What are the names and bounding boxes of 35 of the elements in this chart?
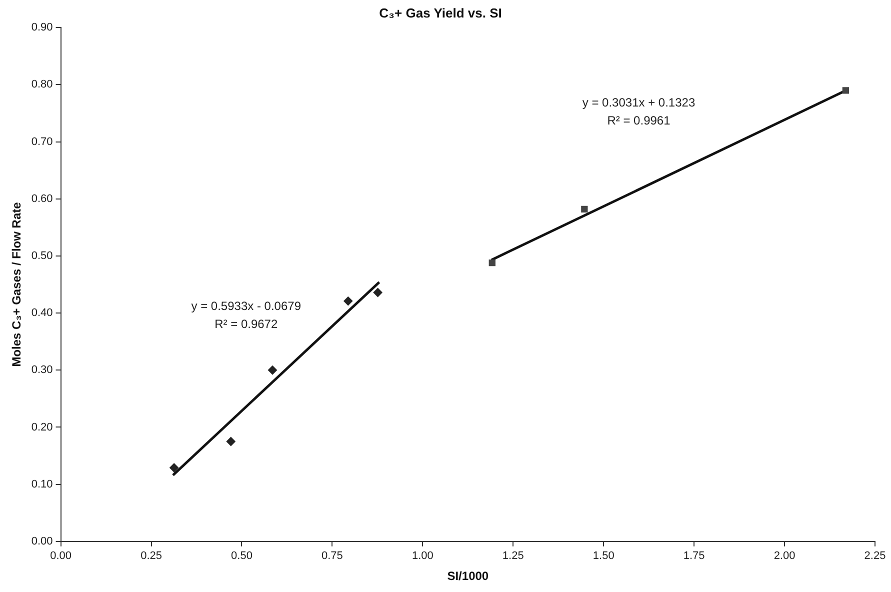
y-tick-label: 0.00 xyxy=(31,535,53,548)
point xyxy=(488,259,496,266)
x-tick-label: 0.50 xyxy=(231,550,252,562)
point xyxy=(226,436,236,446)
point xyxy=(344,296,353,306)
annotation: y = 0.3031x + 0.1323 xyxy=(582,95,696,110)
x-tick-label: 1.50 xyxy=(592,550,614,562)
x-tick-label: 2.00 xyxy=(774,550,796,562)
annotation: R² = 0.9961 xyxy=(607,113,671,128)
y-tick-label: 0.20 xyxy=(31,421,53,434)
point xyxy=(170,463,179,472)
y-axis-title: Moles C₃+ Gases / Flow Rate xyxy=(10,202,24,367)
y-tick-label: 0.60 xyxy=(31,192,53,205)
y-tick-label: 0.50 xyxy=(31,250,53,262)
y-tick-label: 0.40 xyxy=(31,307,53,320)
annotation: R² = 0.9672 xyxy=(214,317,278,332)
x-tick-label: 0.75 xyxy=(321,550,343,562)
x-tick-label: 0.00 xyxy=(50,550,72,562)
y-tick-label: 0.80 xyxy=(31,78,53,91)
annotation: y = 0.5933x - 0.0679 xyxy=(191,299,302,314)
x-tick-label: 2.25 xyxy=(864,550,886,562)
chart-title: C₃+ Gas Yield vs. SI xyxy=(379,5,502,20)
x-tick-label: 1.00 xyxy=(412,550,434,562)
point xyxy=(373,288,382,297)
x-axis-title: SI/1000 xyxy=(447,569,489,584)
x-tick-label: 1.25 xyxy=(502,550,524,562)
x-tick-label: 0.25 xyxy=(140,550,162,562)
x-tick-label: 1.75 xyxy=(683,550,705,562)
y-tick-label: 0.90 xyxy=(31,22,53,34)
point xyxy=(842,87,850,94)
y-tick-label: 0.10 xyxy=(31,478,53,490)
y-tick-label: 0.30 xyxy=(31,364,53,376)
point xyxy=(268,366,277,375)
point xyxy=(581,206,588,212)
y-tick-label: 0.70 xyxy=(31,136,53,148)
